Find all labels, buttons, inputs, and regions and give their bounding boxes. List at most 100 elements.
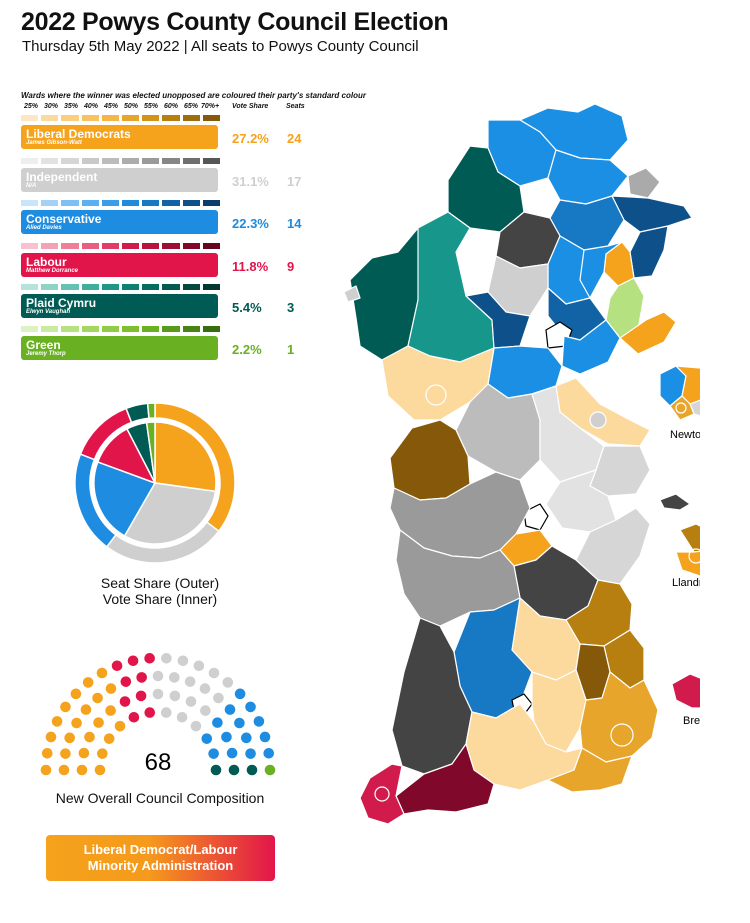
seat-liberal-democrats	[58, 764, 70, 776]
scale-label: 70%+	[201, 103, 220, 110]
seat-green	[264, 764, 276, 776]
scale-label: 65%	[184, 103, 199, 110]
council-composition-chart: 68	[40, 653, 276, 776]
seat-conservative	[241, 732, 252, 744]
seat-liberal-democrats	[93, 717, 104, 728]
shade-swatches	[21, 326, 221, 332]
shade-swatch	[61, 284, 79, 290]
shade-swatch	[202, 200, 221, 206]
seat-labour	[144, 707, 156, 718]
seat-conservative	[234, 688, 246, 700]
party-leader: Alied Davies	[26, 225, 62, 231]
shade-swatch	[101, 326, 120, 332]
seat-conservative	[234, 717, 245, 729]
seat-liberal-democrats	[60, 748, 71, 759]
seat-labour	[128, 711, 140, 723]
party-bar: Plaid Cymru Elwyn Vaughan	[21, 294, 218, 318]
seat-labour	[135, 690, 147, 702]
shade-swatch	[101, 200, 120, 206]
shade-swatch	[182, 284, 200, 290]
seat-liberal-democrats	[103, 733, 115, 744]
ward	[619, 311, 677, 355]
shade-swatch	[182, 158, 200, 164]
town-marker	[374, 786, 390, 802]
party-seats: 24	[287, 131, 302, 146]
party-seats: 14	[287, 216, 302, 231]
seat-plaid-cymru	[210, 764, 222, 776]
shade-swatch	[162, 243, 180, 249]
donut-caption: Seat Share (Outer) Vote Share (Inner)	[80, 575, 240, 607]
banner-line-1: Liberal Democrat/Labour	[83, 842, 238, 857]
seat-conservative	[221, 731, 232, 743]
seat-labour	[136, 672, 147, 683]
party-vote-share: 11.8%	[232, 259, 269, 274]
seat-labour	[119, 696, 131, 707]
seat-labour	[111, 660, 123, 672]
ward	[343, 285, 361, 303]
party-leader: Matthew Dorrance	[26, 268, 79, 274]
ward	[465, 291, 531, 349]
ward	[547, 747, 633, 793]
party-seats: 9	[287, 259, 295, 274]
scale-label: 35%	[64, 103, 79, 110]
vote-share-slice-liberal-democrats	[154, 421, 217, 493]
shade-swatch	[182, 243, 200, 249]
shade-swatch	[142, 326, 160, 332]
party-vote-share: 27.2%	[232, 131, 269, 146]
seat-labour	[144, 653, 155, 664]
shade-swatch	[61, 243, 79, 249]
seat-liberal-democrats	[76, 764, 88, 776]
shade-swatch	[162, 284, 180, 290]
seat-plaid-cymru	[228, 764, 240, 776]
seat-liberal-democrats	[105, 683, 117, 694]
shade-swatch	[182, 326, 200, 332]
scale-label: 40%	[84, 103, 99, 110]
shade-swatch	[41, 284, 59, 290]
shade-swatch	[81, 284, 99, 290]
shade-swatch	[162, 200, 180, 206]
seat-liberal-democrats	[64, 732, 75, 744]
shade-swatch	[21, 243, 39, 249]
ward	[671, 673, 700, 709]
shade-swatch	[21, 284, 39, 290]
scale-label: 50%	[124, 103, 139, 110]
shade-swatches	[21, 158, 221, 164]
shade-swatch	[162, 115, 180, 121]
ward	[629, 225, 669, 279]
scale-label: 30%	[44, 103, 59, 110]
banner-line-2: Minority Administration	[87, 858, 234, 873]
donut-caption-inner: Vote Share (Inner)	[102, 591, 218, 607]
seat-independent	[190, 720, 202, 732]
shade-swatch	[122, 200, 140, 206]
seat-plaid-cymru	[246, 764, 258, 776]
newtown-label: Newtown	[670, 429, 700, 441]
powys-ward-map: Newtown Llandrindod Brecon	[343, 103, 700, 825]
shade-swatch	[202, 284, 221, 290]
vote-share-slice-green	[145, 421, 156, 484]
shade-swatch	[61, 326, 79, 332]
seat-labour	[127, 655, 139, 667]
seat-vote-donut	[74, 402, 236, 564]
party-vote-share: 2.2%	[232, 342, 262, 357]
seat-independent	[193, 660, 205, 672]
shade-swatch	[122, 158, 140, 164]
seat-liberal-democrats	[80, 704, 92, 715]
shade-swatch	[142, 284, 160, 290]
seat-independent	[208, 667, 220, 679]
party-name: Labour	[26, 255, 67, 269]
shade-swatch	[81, 115, 99, 121]
party-name: Conservative	[26, 212, 102, 226]
shade-swatch	[162, 158, 180, 164]
ward	[465, 703, 583, 791]
seat-independent	[152, 688, 164, 700]
scale-label: 55%	[144, 103, 159, 110]
shade-swatch	[81, 243, 99, 249]
seat-conservative	[263, 748, 275, 759]
shade-swatch	[81, 200, 99, 206]
seat-independent	[169, 690, 181, 702]
ward	[627, 167, 661, 199]
total-seats: 68	[145, 749, 172, 776]
seat-conservative	[245, 748, 256, 759]
party-name: Liberal Democrats	[26, 127, 131, 141]
ward	[561, 319, 621, 375]
